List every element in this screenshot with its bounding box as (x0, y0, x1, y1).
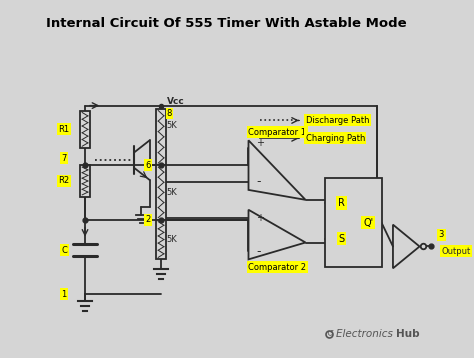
Text: Q': Q' (363, 218, 374, 228)
Bar (156, 108, 166, 165)
Text: Charging Path: Charging Path (306, 134, 365, 143)
Text: S: S (338, 234, 345, 244)
Text: Comparator 2: Comparator 2 (248, 263, 306, 272)
Text: 6: 6 (145, 161, 150, 170)
Text: Discharge Path: Discharge Path (306, 116, 369, 125)
Bar (156, 165, 166, 220)
Text: R1: R1 (59, 125, 70, 134)
Text: Comparator 1: Comparator 1 (248, 128, 306, 137)
Text: 8: 8 (167, 109, 172, 118)
Text: -: - (256, 175, 261, 188)
Text: C: C (61, 246, 67, 255)
Text: Vcc: Vcc (167, 97, 184, 106)
Text: 5K: 5K (167, 188, 177, 197)
Text: 5K: 5K (167, 235, 177, 244)
Text: ↺: ↺ (326, 329, 333, 338)
Text: Internal Circuit Of 555 Timer With Astable Mode: Internal Circuit Of 555 Timer With Astab… (46, 17, 407, 30)
Bar (325, 178, 382, 267)
Text: Output: Output (441, 247, 471, 256)
Text: +: + (256, 213, 264, 223)
Text: R2: R2 (59, 176, 70, 185)
Text: 5K: 5K (167, 121, 177, 130)
Text: +: + (256, 138, 264, 148)
Bar (156, 220, 166, 260)
Text: 7: 7 (62, 154, 67, 163)
Text: Electronics: Electronics (336, 329, 396, 339)
Bar (80, 111, 90, 148)
Text: R: R (338, 198, 345, 208)
Bar (80, 165, 90, 197)
Text: 1: 1 (62, 290, 67, 299)
Text: 2: 2 (145, 215, 150, 224)
Text: 3: 3 (439, 230, 444, 239)
Text: -: - (256, 245, 261, 258)
Text: Hub: Hub (396, 329, 419, 339)
